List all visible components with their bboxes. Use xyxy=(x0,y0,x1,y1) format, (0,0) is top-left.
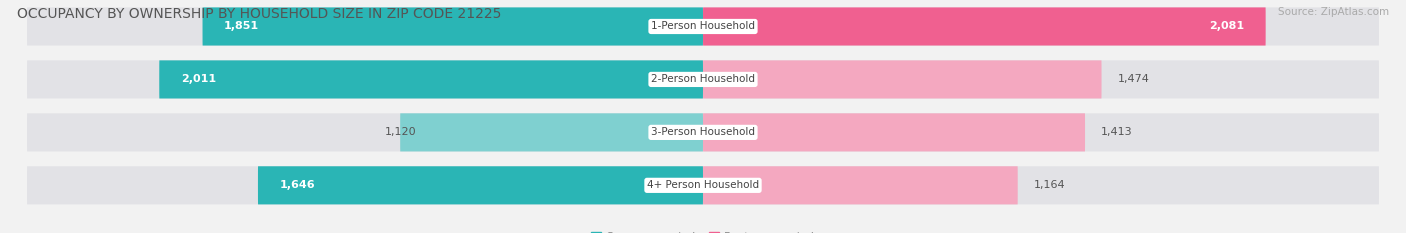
FancyBboxPatch shape xyxy=(27,60,1379,99)
Text: 1,474: 1,474 xyxy=(1118,74,1150,84)
FancyBboxPatch shape xyxy=(703,60,1101,99)
FancyBboxPatch shape xyxy=(159,60,703,99)
Text: 4+ Person Household: 4+ Person Household xyxy=(647,180,759,190)
FancyBboxPatch shape xyxy=(703,113,1085,151)
FancyBboxPatch shape xyxy=(401,113,703,151)
Text: 3-Person Household: 3-Person Household xyxy=(651,127,755,137)
Text: 1,120: 1,120 xyxy=(385,127,416,137)
Legend: Owner-occupied, Renter-occupied: Owner-occupied, Renter-occupied xyxy=(586,227,820,233)
FancyBboxPatch shape xyxy=(27,113,1379,151)
Text: 2,081: 2,081 xyxy=(1209,21,1244,31)
Text: 1,413: 1,413 xyxy=(1101,127,1133,137)
FancyBboxPatch shape xyxy=(257,166,703,204)
Text: 2,011: 2,011 xyxy=(181,74,217,84)
FancyBboxPatch shape xyxy=(202,7,703,45)
Text: 2-Person Household: 2-Person Household xyxy=(651,74,755,84)
FancyBboxPatch shape xyxy=(703,166,1018,204)
FancyBboxPatch shape xyxy=(27,166,1379,204)
FancyBboxPatch shape xyxy=(703,7,1265,45)
Text: OCCUPANCY BY OWNERSHIP BY HOUSEHOLD SIZE IN ZIP CODE 21225: OCCUPANCY BY OWNERSHIP BY HOUSEHOLD SIZE… xyxy=(17,7,502,21)
Text: 1,646: 1,646 xyxy=(280,180,315,190)
Text: 1-Person Household: 1-Person Household xyxy=(651,21,755,31)
Text: 1,851: 1,851 xyxy=(224,21,259,31)
FancyBboxPatch shape xyxy=(27,7,1379,45)
Text: 1,164: 1,164 xyxy=(1033,180,1066,190)
Text: Source: ZipAtlas.com: Source: ZipAtlas.com xyxy=(1278,7,1389,17)
